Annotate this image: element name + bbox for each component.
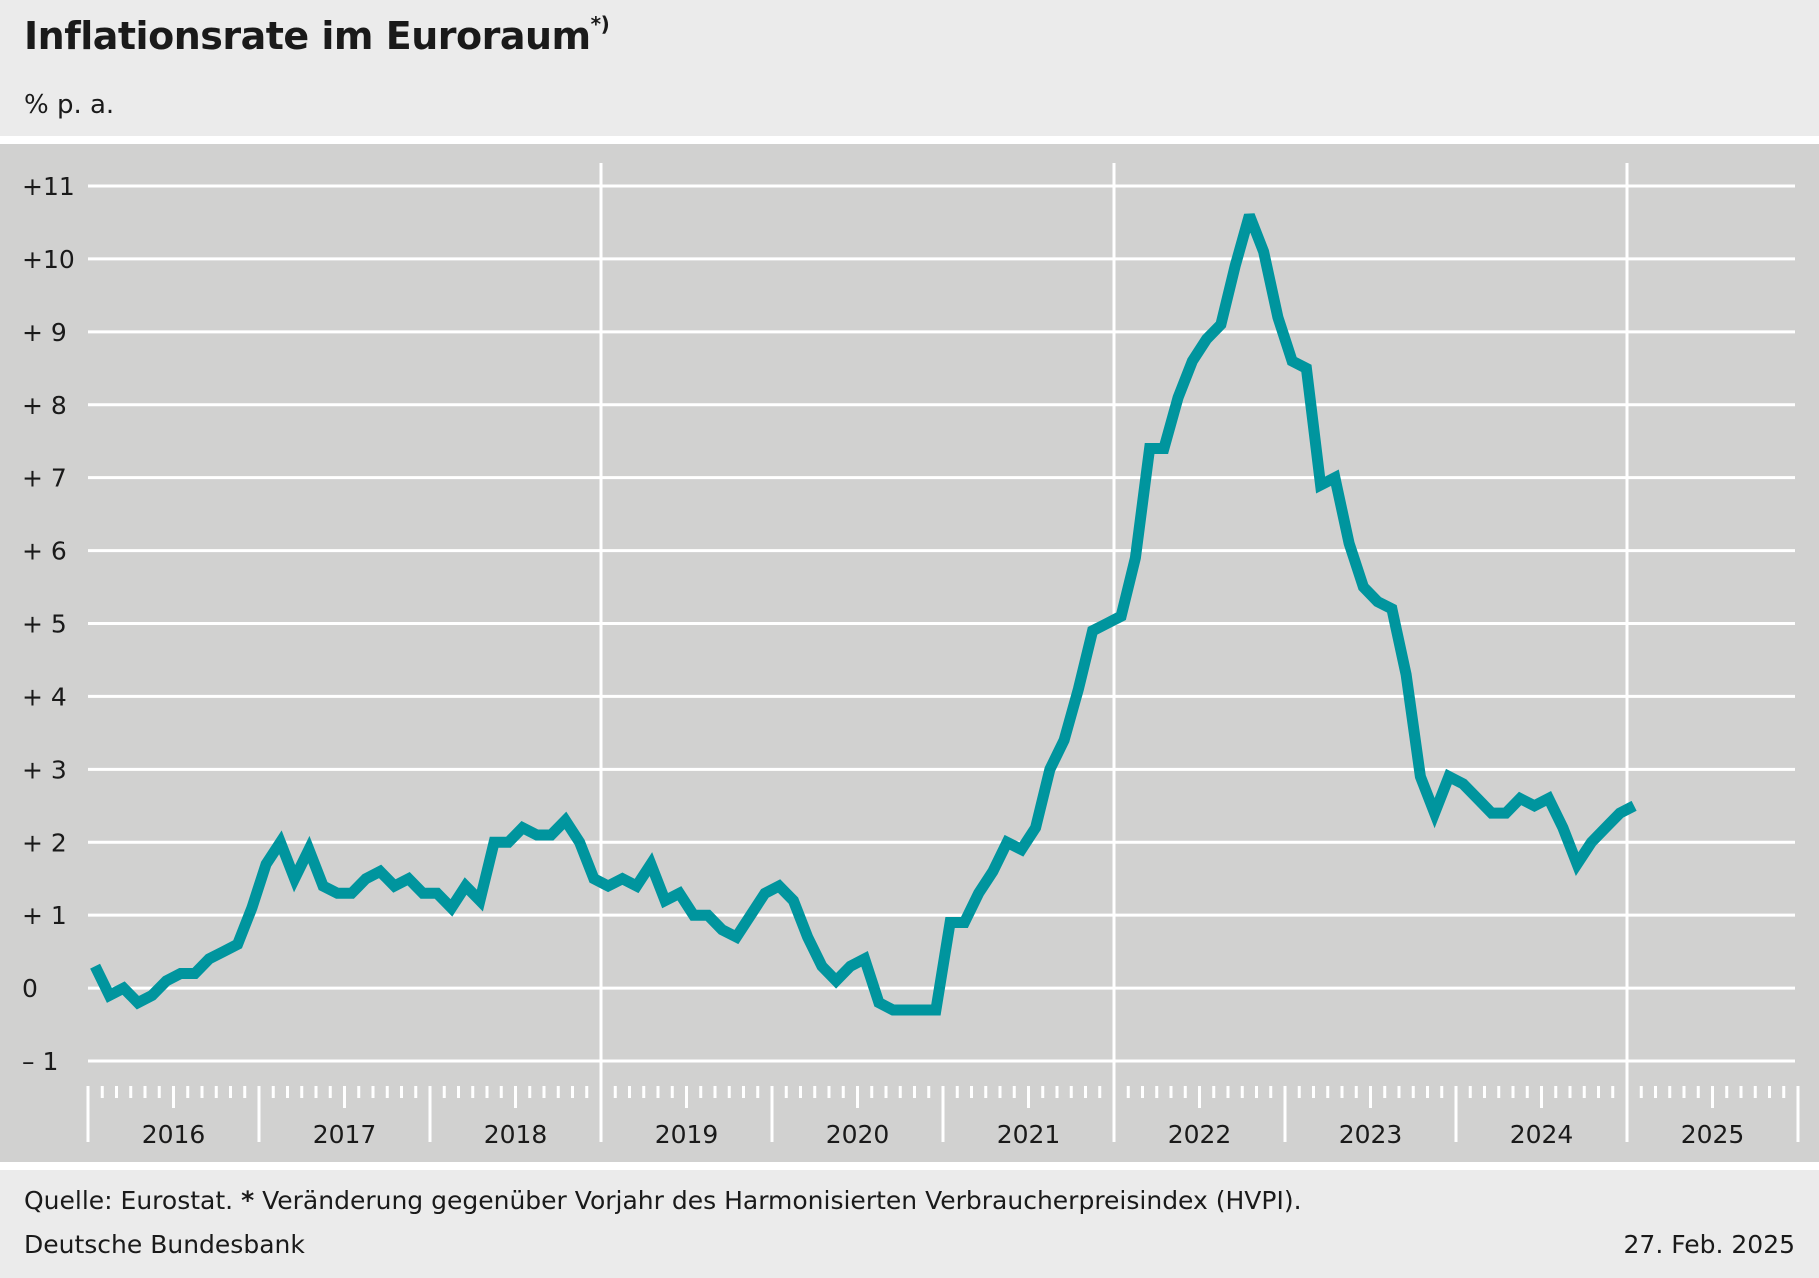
y-tick-label: +10 (22, 245, 75, 274)
title-footnote-marker: *) (590, 12, 610, 37)
x-tick-label: 2024 (1510, 1120, 1574, 1149)
y-tick-label: + 5 (22, 610, 67, 639)
page-title: Inflationsrate im Euroraum*) (24, 12, 610, 58)
top-divider (0, 136, 1819, 145)
y-tick-label: +11 (22, 172, 75, 201)
x-tick-label: 2019 (655, 1120, 719, 1149)
source-note: Quelle: Eurostat. * Veränderung gegenübe… (24, 1186, 1302, 1215)
x-tick-label: 2016 (142, 1120, 206, 1149)
y-tick-label: + 4 (22, 682, 67, 711)
x-tick-label: 2022 (1168, 1120, 1232, 1149)
y-tick-label: 0 (22, 974, 38, 1003)
y-tick-label: + 7 (22, 464, 67, 493)
unit-label: % p. a. (24, 90, 115, 120)
header-band: Inflationsrate im Euroraum*) % p. a. (0, 0, 1819, 136)
y-tick-label: + 1 (22, 901, 67, 930)
organization-label: Deutsche Bundesbank (24, 1230, 305, 1259)
source-marker: * (241, 1186, 255, 1215)
publication-date: 27. Feb. 2025 (1623, 1230, 1795, 1259)
bottom-divider (0, 1162, 1819, 1171)
x-tick-label: 2020 (826, 1120, 890, 1149)
x-tick-label: 2017 (313, 1120, 377, 1149)
series-line (90, 213, 1637, 1016)
plot-area (0, 144, 1819, 1162)
y-tick-label: + 8 (22, 391, 67, 420)
x-tick-label: 2021 (997, 1120, 1061, 1149)
y-tick-label: + 3 (22, 755, 67, 784)
x-tick-label: 2018 (484, 1120, 548, 1149)
x-tick-label: 2025 (1681, 1120, 1745, 1149)
x-tick-label: 2023 (1339, 1120, 1403, 1149)
y-tick-label: – 1 (22, 1047, 58, 1076)
y-tick-label: + 2 (22, 828, 67, 857)
y-tick-label: + 6 (22, 537, 67, 566)
y-tick-label: + 9 (22, 318, 67, 347)
footer-band (0, 1170, 1819, 1278)
